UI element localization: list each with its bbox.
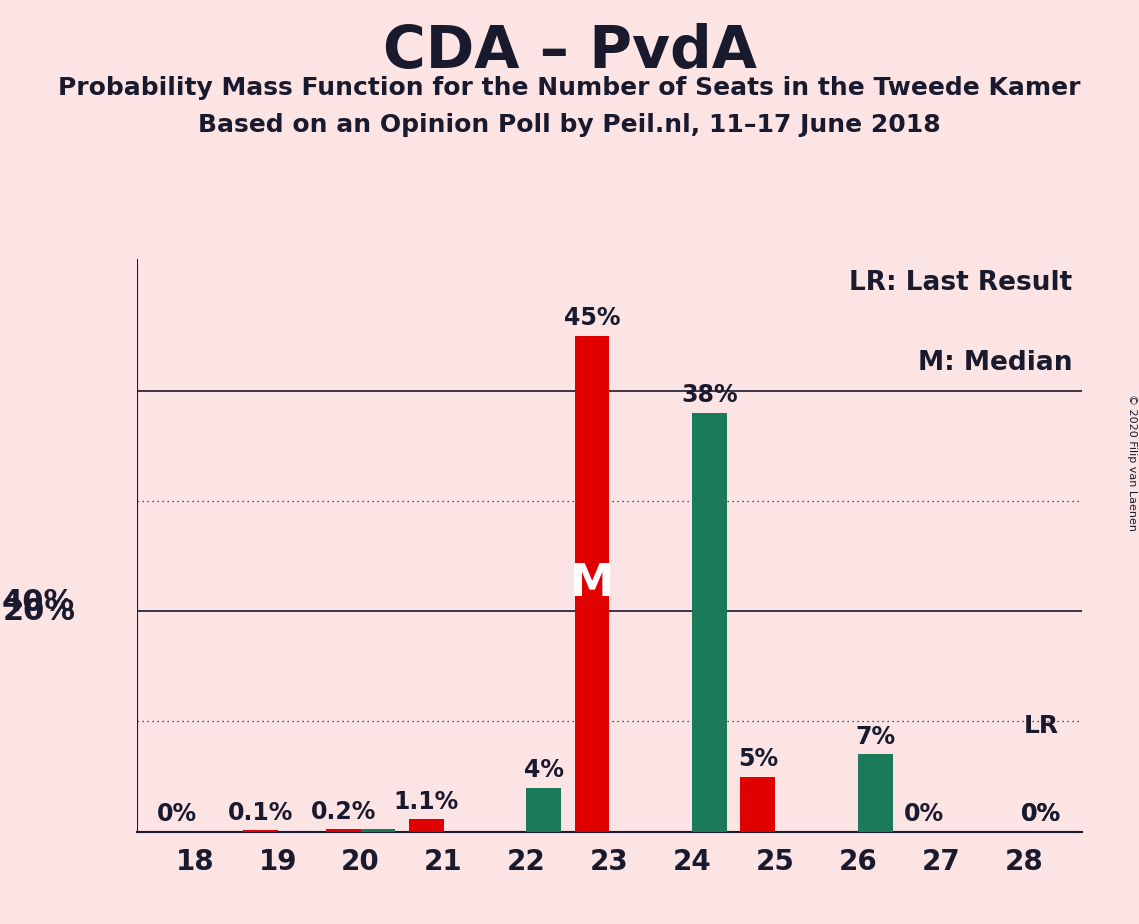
Text: Based on an Opinion Poll by Peil.nl, 11–17 June 2018: Based on an Opinion Poll by Peil.nl, 11–…	[198, 113, 941, 137]
Text: 0%: 0%	[1022, 802, 1062, 826]
Text: 38%: 38%	[681, 383, 738, 407]
Text: 20%: 20%	[2, 597, 75, 626]
Bar	[243, 831, 278, 832]
Text: 0.2%: 0.2%	[311, 800, 376, 824]
Text: 0%: 0%	[157, 802, 197, 826]
Bar	[409, 820, 443, 832]
Text: 4%: 4%	[524, 758, 564, 782]
Bar	[361, 830, 395, 832]
Text: LR: LR	[1024, 714, 1059, 738]
Text: 0%: 0%	[903, 802, 944, 826]
Text: 5%: 5%	[738, 747, 778, 771]
Text: 0%: 0%	[1022, 802, 1062, 826]
Text: 40%: 40%	[2, 588, 75, 617]
Text: 1.1%: 1.1%	[393, 790, 459, 814]
Text: LR: Last Result: LR: Last Result	[850, 270, 1073, 297]
Text: Probability Mass Function for the Number of Seats in the Tweede Kamer: Probability Mass Function for the Number…	[58, 76, 1081, 100]
Bar	[693, 413, 727, 832]
Bar	[740, 776, 776, 832]
Bar	[574, 335, 609, 832]
Bar	[858, 755, 893, 832]
Text: © 2020 Filip van Laenen: © 2020 Filip van Laenen	[1126, 394, 1137, 530]
Bar	[526, 787, 562, 832]
Text: M: Median: M: Median	[918, 350, 1073, 376]
Text: CDA – PvdA: CDA – PvdA	[383, 23, 756, 80]
Text: 0.1%: 0.1%	[228, 801, 293, 825]
Text: 45%: 45%	[564, 307, 621, 331]
Text: M: M	[570, 562, 614, 605]
Bar	[326, 830, 361, 832]
Text: 7%: 7%	[855, 725, 895, 749]
